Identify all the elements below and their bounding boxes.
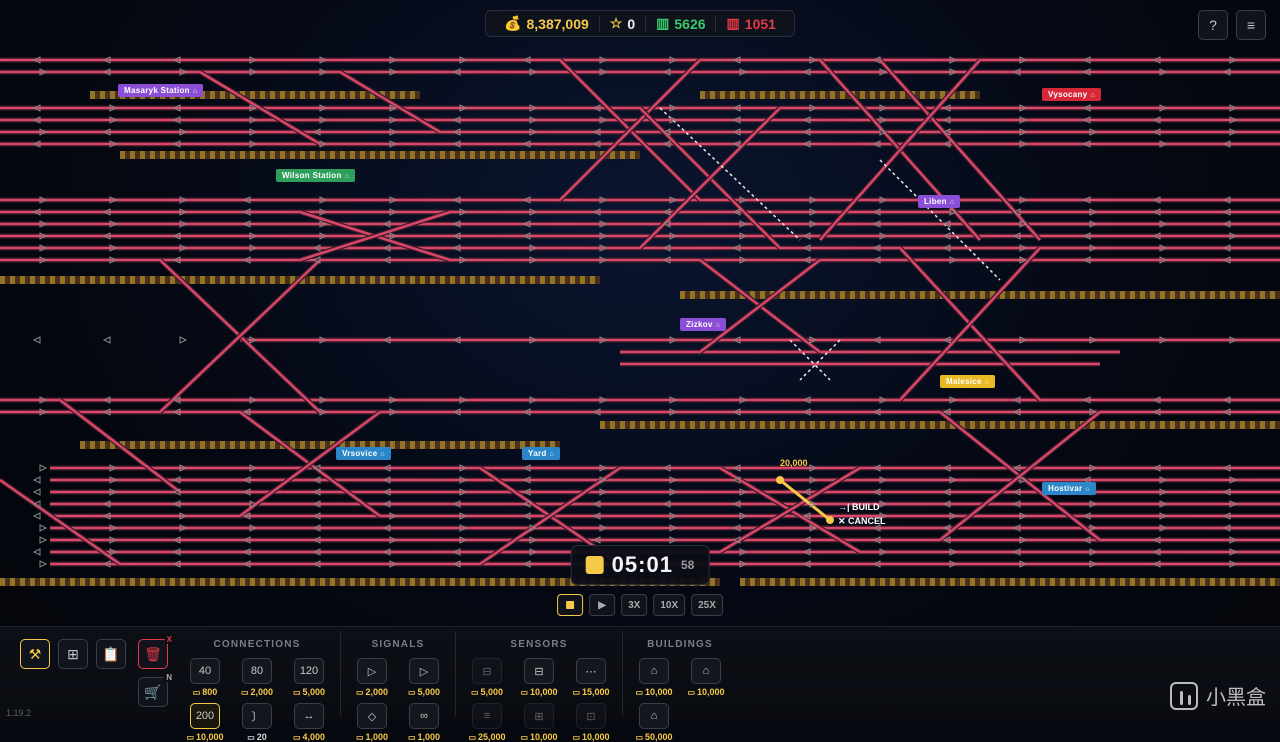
cargo-icon: ▥ (727, 15, 740, 32)
speed-10X[interactable]: 10X (653, 594, 685, 616)
toolgroup-connections: Connections40▭80080▭2,000120▭5,000200▭10… (174, 631, 340, 716)
tool-⋯[interactable]: ⋯ (576, 658, 606, 684)
tool-cost: ▭4,000 (293, 732, 325, 742)
tool-cost: ▭10,000 (572, 732, 609, 742)
tool-▷[interactable]: ▷ (357, 658, 387, 684)
speed-▶[interactable]: ▶ (589, 594, 615, 616)
speed-3X[interactable]: 3X (621, 594, 647, 616)
toolgroup-sensors: Sensors⊟▭5,000⊟▭10,000⋯▭15,000≡▭25,000⊞▭… (455, 631, 622, 716)
speed-25X[interactable]: 25X (691, 594, 723, 616)
tool-◇[interactable]: ◇ (357, 703, 387, 729)
bottom-toolbar: ⚒ ⊞ 📋 🗑X 🛒N Connections 40 ▭800 80 ▭2,000 120… (0, 626, 1280, 720)
tool-200[interactable]: 200 (190, 703, 220, 729)
tool-≡[interactable]: ≡ (472, 703, 502, 729)
tool-cost: ▭1,000 (356, 732, 388, 742)
tool-〕[interactable]: 〕 (242, 703, 272, 729)
tool-cost: ▭50,000 (635, 732, 672, 742)
version-label: 1.19.2 (6, 708, 31, 718)
tool-40[interactable]: 40 (190, 658, 220, 684)
toolgroup-title: Sensors (466, 639, 612, 650)
tool-▷[interactable]: ▷ (409, 658, 439, 684)
money-value: 8,387,009 (527, 16, 589, 32)
watermark-text: 小黑盒 (1206, 681, 1266, 710)
help-button[interactable]: ? (1198, 10, 1228, 40)
watermark: 小黑盒 (1170, 681, 1266, 710)
toolgroup-signals: Signals▷▭2,000▷▭5,000◇▭1,000∞▭1,000 (340, 631, 455, 716)
resource-money: 💰 8,387,009 (494, 15, 599, 32)
left-tool-controls: ⚒ ⊞ 📋 (14, 631, 132, 716)
tool-cost: ▭15,000 (572, 687, 609, 697)
resource-bar: 💰 8,387,009 ☆0 ▥ 5626 ▥ 1051 (485, 10, 795, 37)
tool-⊟[interactable]: ⊟ (524, 658, 554, 684)
tool-cost: ▭5,000 (293, 687, 325, 697)
tool-∞[interactable]: ∞ (409, 703, 439, 729)
watermark-logo-icon (1170, 682, 1198, 710)
toolgroup-buildings: Buildings⌂▭10,000⌂▭10,000⌂▭50,000 (622, 631, 737, 716)
station-vrsovice[interactable]: Vrsovice⌂ (336, 447, 391, 460)
tool-cost: ▭1,000 (408, 732, 440, 742)
toolgroup-title: Signals (351, 639, 445, 650)
tool-cost: ▭2,000 (356, 687, 388, 697)
station-malesice[interactable]: Malesice⌂ (940, 375, 995, 388)
menu-button[interactable]: ≡ (1236, 10, 1266, 40)
delete-cart-controls: 🗑X 🛒N (132, 631, 174, 716)
topright-buttons: ? ≡ (1198, 10, 1266, 40)
tool-cost: ▭10,000 (520, 732, 557, 742)
log-button[interactable]: 📋 (96, 639, 126, 669)
tool-cost: ▭20 (247, 732, 267, 742)
tool-⌂[interactable]: ⌂ (639, 658, 669, 684)
tool-cost: ▭5,000 (471, 687, 503, 697)
tool-↔[interactable]: ↔ (294, 703, 324, 729)
tool-cost: ▭800 (193, 687, 218, 697)
station-hostivar[interactable]: Hostivar⌂ (1042, 482, 1096, 495)
cart-badge: N (164, 673, 174, 682)
tool-cost: ▭5,000 (408, 687, 440, 697)
tool-cost: ▭10,000 (635, 687, 672, 697)
station-wilson-station[interactable]: Wilson Station⌂ (276, 169, 355, 182)
pause-button[interactable] (557, 594, 583, 616)
station-masaryk-station[interactable]: Masaryk Station⌂ (118, 84, 203, 97)
resource-red: ▥ 1051 (716, 15, 786, 32)
station-zizkov[interactable]: Zizkov⌂ (680, 318, 726, 331)
station-liben[interactable]: Liben⌂ (918, 195, 960, 208)
tool-⌂[interactable]: ⌂ (639, 703, 669, 729)
passenger-icon: ▥ (656, 15, 669, 32)
tool-cost: ▭10,000 (520, 687, 557, 697)
toolgroup-title: Buildings (633, 639, 727, 650)
resource-green: ▥ 5626 (645, 15, 715, 32)
tool-⌂[interactable]: ⌂ (691, 658, 721, 684)
green-value: 5626 (674, 16, 705, 32)
red-value: 1051 (745, 16, 776, 32)
star-icon: ☆ (610, 15, 623, 32)
money-icon: 💰 (504, 15, 521, 32)
delete-button[interactable]: 🗑 (138, 639, 168, 669)
tool-cost: ▭25,000 (468, 732, 505, 742)
station-vysocany[interactable]: Vysocany⌂ (1042, 88, 1101, 101)
clock-indicator (586, 556, 604, 574)
clock-time: 05:01 (612, 552, 673, 578)
game-clock: 05:01 58 (571, 545, 710, 585)
speed-controls: ▶ 3X 10X 25X (557, 594, 723, 616)
build-action-label[interactable]: →| BUILD (838, 502, 880, 512)
tool-⊡[interactable]: ⊡ (576, 703, 606, 729)
delete-badge: X (165, 635, 174, 644)
build-cost-label: 20,000 (780, 458, 808, 468)
tool-⊟[interactable]: ⊟ (472, 658, 502, 684)
station-yard[interactable]: Yard⌂ (522, 447, 560, 460)
clock-seconds: 58 (681, 558, 694, 572)
tool-⊞[interactable]: ⊞ (524, 703, 554, 729)
tool-cost: ▭10,000 (186, 732, 223, 742)
tool-120[interactable]: 120 (294, 658, 324, 684)
tool-cost: ▭10,000 (687, 687, 724, 697)
stars-value: 0 (627, 16, 635, 32)
tool-cost: ▭2,000 (241, 687, 273, 697)
build-mode-button[interactable]: ⚒ (20, 639, 50, 669)
tool-80[interactable]: 80 (242, 658, 272, 684)
toolgroup-title: Connections (184, 639, 330, 650)
cancel-action-label[interactable]: ✕ CANCEL (838, 516, 886, 527)
resource-stars: ☆0 (599, 15, 645, 32)
chip-button[interactable]: ⊞ (58, 639, 88, 669)
